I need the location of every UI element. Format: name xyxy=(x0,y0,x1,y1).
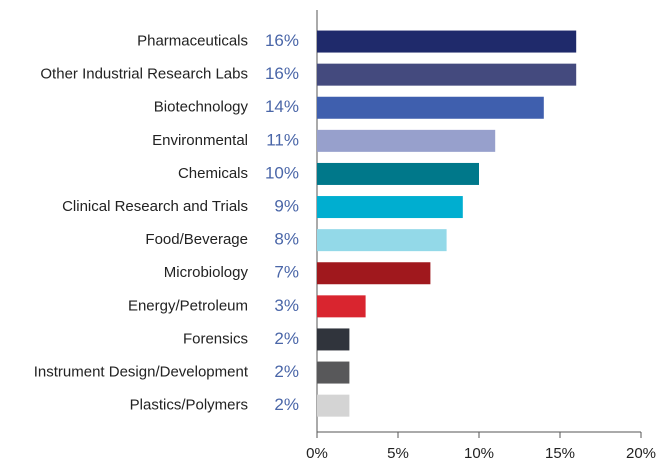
bar xyxy=(317,63,577,86)
bar xyxy=(317,96,544,119)
category-label: Forensics xyxy=(183,330,248,347)
category-label: Plastics/Polymers xyxy=(130,397,248,414)
value-label: 14% xyxy=(265,97,299,116)
value-label: 7% xyxy=(274,263,299,282)
value-label: 10% xyxy=(265,163,299,182)
value-label: 2% xyxy=(274,329,299,348)
x-tick-label: 0% xyxy=(306,445,328,462)
category-label: Biotechnology xyxy=(154,99,249,116)
bar xyxy=(317,394,350,417)
bar xyxy=(317,262,431,285)
bar xyxy=(317,361,350,384)
value-label: 2% xyxy=(274,395,299,414)
category-label: Other Industrial Research Labs xyxy=(40,66,248,83)
value-label: 2% xyxy=(274,362,299,381)
bar xyxy=(317,30,577,53)
bar xyxy=(317,229,447,252)
category-label: Chemicals xyxy=(178,165,248,182)
category-label: Food/Beverage xyxy=(145,231,248,248)
category-label: Instrument Design/Development xyxy=(34,364,249,381)
x-tick-label: 20% xyxy=(626,445,656,462)
x-tick-label: 10% xyxy=(464,445,494,462)
category-label: Pharmaceuticals xyxy=(137,33,248,50)
value-label: 3% xyxy=(274,296,299,315)
x-tick-label: 5% xyxy=(387,445,409,462)
category-label: Clinical Research and Trials xyxy=(62,198,248,215)
value-label: 8% xyxy=(274,230,299,249)
value-label: 11% xyxy=(266,130,299,149)
bar xyxy=(317,196,463,219)
category-label: Energy/Petroleum xyxy=(128,297,248,314)
bar xyxy=(317,328,350,351)
bar xyxy=(317,295,366,318)
category-label: Environmental xyxy=(152,132,248,149)
x-tick-label: 15% xyxy=(545,445,575,462)
value-label: 16% xyxy=(265,31,299,50)
value-label: 16% xyxy=(265,64,299,83)
value-label: 9% xyxy=(274,197,299,216)
bar xyxy=(317,129,496,152)
category-label: Microbiology xyxy=(164,264,249,281)
bar xyxy=(317,162,479,185)
